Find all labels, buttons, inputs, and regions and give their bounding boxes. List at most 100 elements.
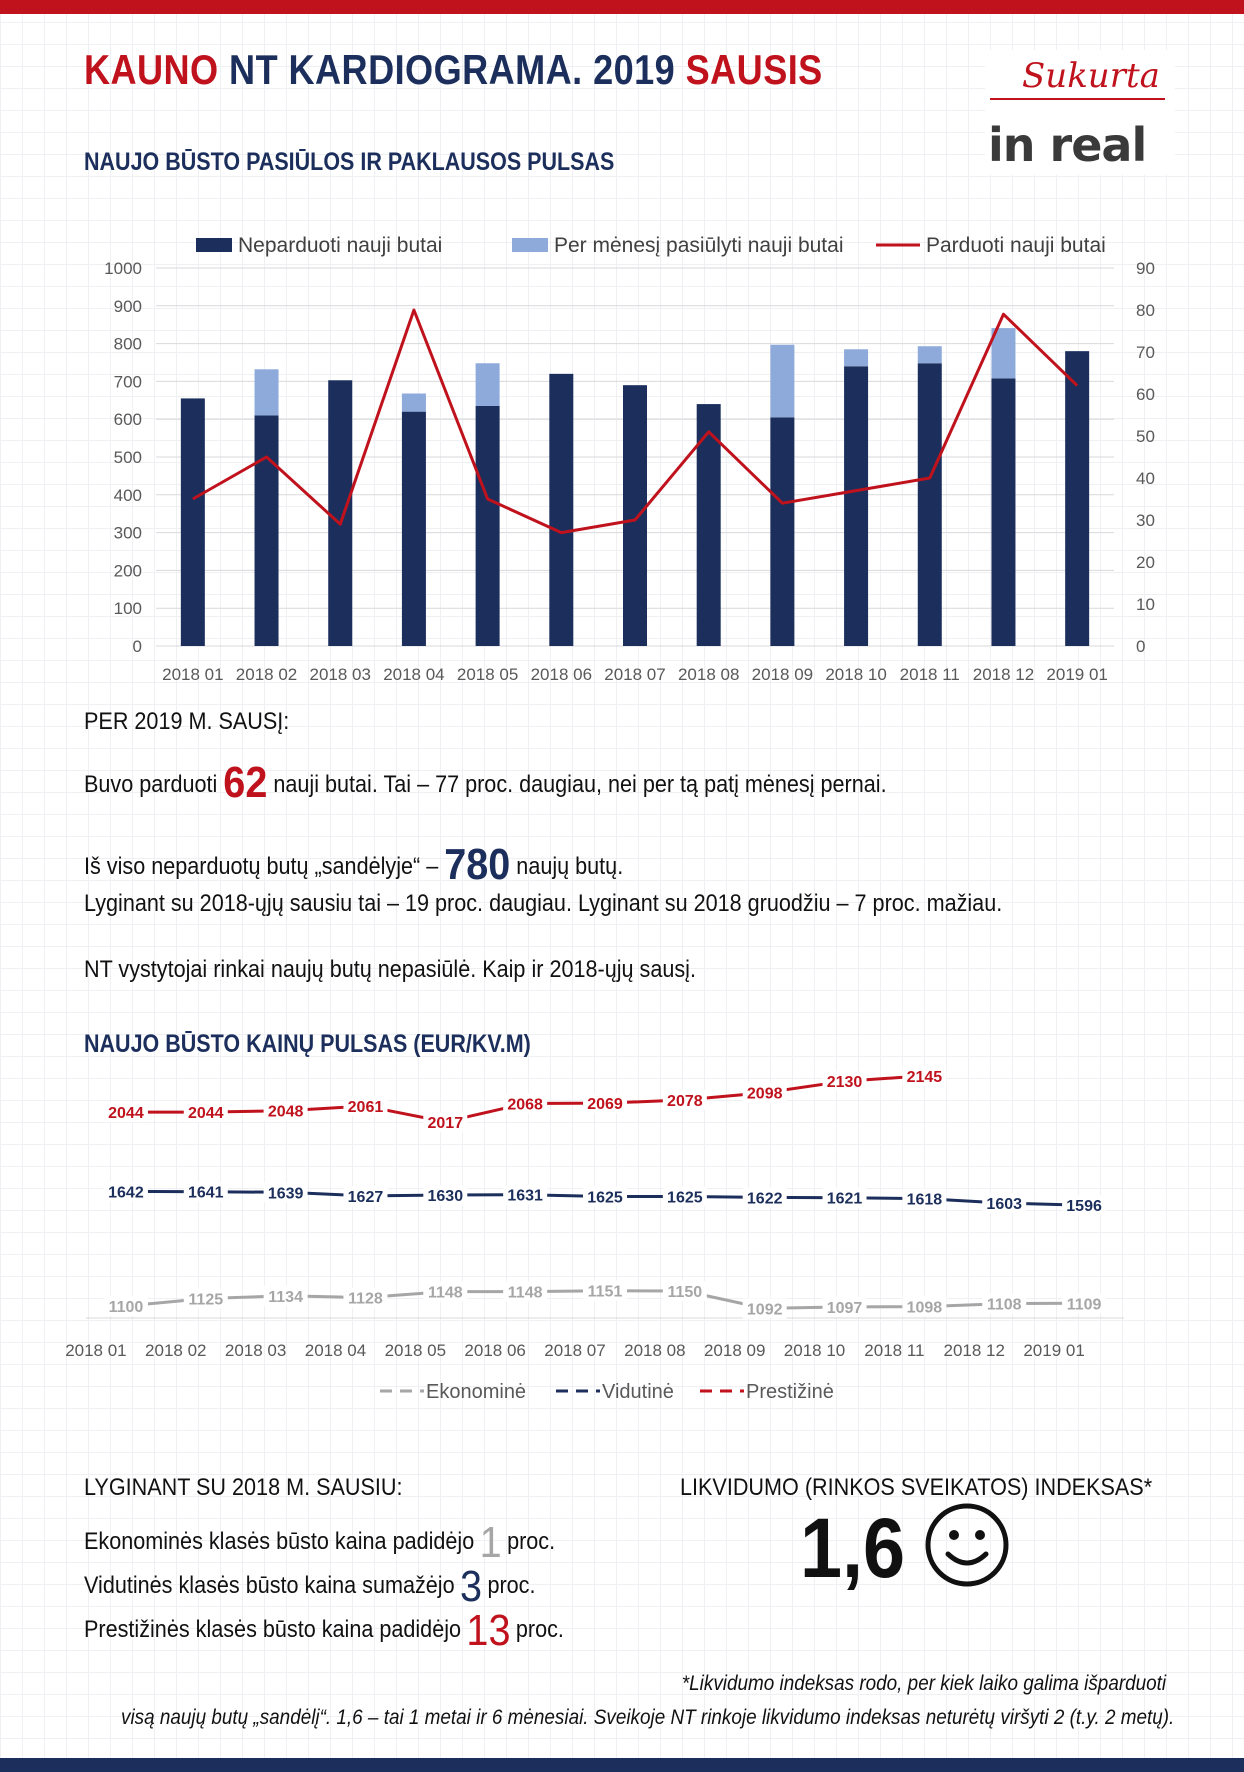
logo-area — [985, 50, 1175, 175]
title-month: SAUSIS — [685, 46, 823, 93]
x-tick-label: 2018 02 — [145, 1341, 206, 1360]
data-label: 1625 — [587, 1190, 623, 1207]
y-left-tick-label: 600 — [114, 410, 142, 429]
comparison-row-middle: Vidutinės klasės būsto kaina sumažėjo 3 pr… — [84, 1562, 535, 1612]
bar-unsold — [696, 404, 721, 646]
logo-inreal: in real — [988, 118, 1147, 172]
x-tick-label: 2018 10 — [825, 665, 886, 684]
data-label: 1596 — [1066, 1198, 1102, 1215]
data-label: 2068 — [507, 1097, 543, 1114]
x-tick-label: 2018 02 — [236, 665, 297, 684]
data-label-bg — [103, 1181, 148, 1202]
comparison-row-prestige: Prestižinės klasės būsto kaina padidėjo 1… — [84, 1606, 564, 1656]
y-left-tick-label: 0 — [133, 637, 142, 656]
data-label: 1641 — [188, 1185, 224, 1202]
data-label-bg — [902, 1296, 947, 1317]
y-left-tick-label: 700 — [114, 372, 142, 391]
data-label: 1150 — [667, 1284, 702, 1301]
data-label-bg — [742, 1298, 787, 1319]
bar-offered — [917, 346, 942, 364]
data-label-bg — [822, 1071, 867, 1092]
comparison-label: Vidutinės klasės būsto kaina sumažėjo — [84, 1572, 455, 1599]
data-label-bg — [982, 1193, 1027, 1214]
y-left-tick-label: 900 — [114, 297, 142, 316]
y-right-tick-label: 50 — [1136, 427, 1155, 446]
data-label-bg — [343, 1287, 388, 1308]
data-label: 1108 — [987, 1297, 1022, 1314]
data-label: 2098 — [747, 1086, 783, 1103]
y-left-tick-label: 500 — [114, 448, 142, 467]
data-label: 2145 — [907, 1069, 943, 1086]
comparison-value: 3 — [460, 1562, 483, 1611]
x-tick-label: 2018 09 — [704, 1341, 765, 1360]
y-right-tick-label: 80 — [1136, 301, 1155, 320]
data-label-bg — [263, 1285, 308, 1306]
data-label: 1100 — [109, 1299, 144, 1316]
footnote-line-1: *Likvidumo indeksas rodo, per kiek laiko… — [681, 1672, 1166, 1695]
data-label: 1125 — [188, 1292, 223, 1309]
data-label-bg — [103, 1296, 148, 1316]
x-tick-label: 2018 12 — [973, 665, 1034, 684]
data-label: 2044 — [108, 1105, 144, 1122]
data-label-bg — [423, 1281, 468, 1302]
y-right-tick-label: 0 — [1136, 637, 1145, 656]
x-tick-label: 2019 01 — [1046, 665, 1107, 684]
x-tick-label: 2018 03 — [225, 1341, 286, 1360]
page-title: KAUNO NT KARDIOGRAMA. 2019 SAUSIS — [84, 46, 823, 94]
comparison-value: 13 — [466, 1606, 511, 1655]
bar-unsold — [917, 363, 942, 646]
title-main: NT KARDIOGRAMA. 2019 — [218, 46, 686, 93]
bar-offered — [401, 393, 426, 412]
data-label: 1630 — [428, 1188, 464, 1205]
bar-unsold — [770, 417, 795, 646]
summary-line-sold: Buvo parduoti 62 nauji butai. Tai – 77 p… — [84, 758, 887, 808]
summary-line-stock-a: Iš viso neparduotų butų „sandėlyje“ – — [84, 853, 445, 880]
legend-label: Prestižinė — [746, 1381, 834, 1403]
y-right-tick-label: 20 — [1136, 553, 1155, 572]
data-label-bg — [503, 1184, 548, 1205]
legend-label: Per mėnesį pasiūlyti nauji butai — [554, 234, 844, 257]
line-sold — [192, 308, 1079, 535]
data-label-bg — [183, 1181, 228, 1202]
data-label-bg — [503, 1093, 548, 1114]
summary-line-compare: Lyginant su 2018-ųjų sausiu tai – 19 pro… — [84, 890, 1003, 917]
data-label: 1092 — [747, 1301, 783, 1318]
data-label-bg — [742, 1187, 787, 1208]
data-label-bg — [183, 1102, 228, 1123]
y-left-tick-label: 300 — [114, 524, 142, 543]
data-label-bg — [103, 1102, 148, 1123]
comparison-unit: proc. — [487, 1572, 536, 1599]
liquidity-index-value: 1,6 — [800, 1501, 906, 1595]
data-label-bg — [822, 1187, 867, 1208]
summary-line-stock-b: naujų butų. — [510, 853, 624, 880]
smiley-icon — [925, 1503, 1009, 1587]
data-label-bg — [1062, 1195, 1107, 1216]
bar-unsold — [844, 366, 869, 646]
comparison-label: Ekonominės klasės būsto kaina padidėjo — [84, 1528, 475, 1555]
data-label-bg — [662, 1089, 707, 1110]
data-label-bg — [902, 1188, 947, 1209]
y-right-tick-label: 40 — [1136, 469, 1155, 488]
summary-line-sold-b: nauji butai. Tai – 77 proc. daugiau, nei… — [267, 771, 887, 798]
data-label: 1627 — [348, 1189, 384, 1206]
data-label-bg — [902, 1066, 947, 1086]
data-label-bg — [423, 1111, 468, 1132]
x-tick-label: 2018 11 — [900, 665, 960, 684]
y-left-tick-label: 100 — [114, 599, 142, 618]
data-label: 2044 — [188, 1105, 224, 1122]
bar-unsold — [180, 398, 205, 646]
y-left-tick-label: 800 — [114, 335, 142, 354]
x-tick-label: 2018 05 — [385, 1341, 446, 1360]
data-label: 1109 — [1067, 1296, 1102, 1313]
bar-unsold — [623, 385, 647, 646]
comparison-unit: proc. — [507, 1528, 556, 1555]
data-label-bg — [503, 1281, 548, 1302]
data-label-bg — [263, 1182, 308, 1203]
x-tick-label: 2018 12 — [944, 1341, 1005, 1360]
data-label-bg — [343, 1096, 388, 1117]
x-tick-label: 2018 07 — [544, 1341, 605, 1360]
legend-label: Ekonominė — [426, 1381, 526, 1403]
data-label-bg — [583, 1093, 627, 1114]
title-city: KAUNO — [84, 46, 219, 93]
y-left-tick-label: 1000 — [104, 259, 142, 278]
